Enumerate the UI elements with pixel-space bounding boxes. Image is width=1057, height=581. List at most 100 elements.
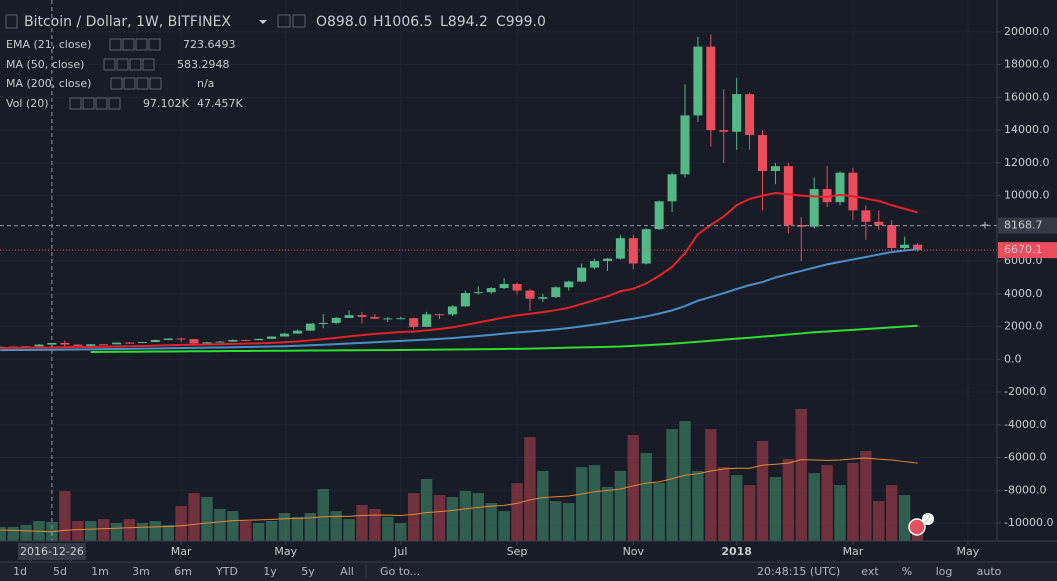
option-button[interactable]: ext xyxy=(861,565,879,578)
volume-bar xyxy=(653,483,665,541)
indicator-icon[interactable] xyxy=(129,58,142,71)
indicator-icon[interactable] xyxy=(109,38,122,51)
candle-body xyxy=(822,189,832,203)
volume-bar xyxy=(692,470,704,541)
volume-bar xyxy=(834,485,846,541)
indicator-icon[interactable] xyxy=(122,38,135,51)
collapse-icon[interactable] xyxy=(5,14,18,29)
volume-bar xyxy=(433,495,446,541)
time-axis-panel xyxy=(0,541,1057,562)
range-button[interactable]: 1d xyxy=(13,565,27,578)
indicator-icon[interactable] xyxy=(136,77,149,90)
volume-bar xyxy=(240,521,252,541)
volume-bar xyxy=(252,522,265,541)
indicator-icon[interactable] xyxy=(95,97,108,110)
indicator-icon[interactable] xyxy=(69,97,82,110)
candle-body xyxy=(86,344,96,346)
y-tick-label: -6000.0 xyxy=(1004,451,1046,464)
candle-body xyxy=(163,338,173,340)
volume-bar xyxy=(563,503,575,541)
y-tick-label: 4000.0 xyxy=(1004,287,1043,300)
option-button[interactable]: log xyxy=(936,565,953,578)
candle-body xyxy=(628,238,638,264)
range-button[interactable]: All xyxy=(340,565,354,578)
dropdown-arrow[interactable] xyxy=(259,20,267,24)
indicator-name[interactable]: MA (200, close) xyxy=(6,77,91,90)
volume-bar xyxy=(97,519,110,541)
volume-bar xyxy=(72,521,84,541)
candle-body xyxy=(783,166,793,226)
candle-body xyxy=(189,339,199,344)
candle-body xyxy=(770,166,780,172)
volume-bar xyxy=(304,513,317,541)
indicator-icon[interactable] xyxy=(142,58,155,71)
volume-bar xyxy=(898,495,911,541)
indicator-icon[interactable] xyxy=(123,77,136,90)
icon-settings[interactable] xyxy=(277,14,291,28)
volume-bar xyxy=(873,501,885,541)
candle-body xyxy=(396,318,406,320)
range-button[interactable]: 1m xyxy=(91,565,109,578)
indicator-value: 723.6493 xyxy=(183,38,236,51)
volume-bar xyxy=(588,465,601,541)
candle-body xyxy=(758,135,768,172)
symbol-title[interactable]: Bitcoin / Dollar, 1W, BITFINEX xyxy=(24,14,231,30)
volume-bar xyxy=(666,429,678,541)
candle-body xyxy=(460,293,470,307)
alert-icon[interactable] xyxy=(908,518,926,536)
candle-body xyxy=(719,130,729,132)
y-tick-label: 18000.0 xyxy=(1004,58,1050,71)
range-button[interactable]: 5d xyxy=(53,565,67,578)
candle-body xyxy=(473,292,483,294)
volume-bar xyxy=(847,462,859,541)
volume-bar xyxy=(860,450,872,541)
volume-bar xyxy=(330,511,342,541)
candle-body xyxy=(331,317,341,323)
candle-body xyxy=(409,318,419,327)
x-tick-label: Jul xyxy=(393,545,407,558)
indicator-icon[interactable] xyxy=(116,58,129,71)
volume-bar xyxy=(84,521,97,541)
crosshair-price-label: 8168.7 xyxy=(1004,219,1043,232)
indicator-name[interactable]: MA (50, close) xyxy=(6,58,84,71)
time-axis: Mar May Jul Sep Nov 2018 Mar May 2016-12-26 xyxy=(17,541,980,560)
indicator-icon[interactable] xyxy=(149,77,162,90)
y-tick-label: 14000.0 xyxy=(1004,123,1050,136)
range-button[interactable]: 5y xyxy=(301,565,315,578)
volume-bar xyxy=(227,511,239,541)
candle-body xyxy=(835,172,845,203)
volume-bar xyxy=(407,493,420,541)
candle-body xyxy=(279,333,289,337)
option-button[interactable]: auto xyxy=(977,565,1002,578)
goto-button[interactable]: Go to... xyxy=(380,565,420,578)
range-button[interactable]: 3m xyxy=(132,565,150,578)
indicator-icon[interactable] xyxy=(110,77,123,90)
range-button[interactable]: YTD xyxy=(215,565,238,578)
candle-body xyxy=(357,315,367,317)
candle-body xyxy=(34,344,44,347)
x-tick-label: 2018 xyxy=(721,545,752,558)
range-button[interactable]: 1y xyxy=(263,565,277,578)
y-tick-label: -10000.0 xyxy=(1004,516,1053,529)
icon-hide[interactable] xyxy=(292,14,306,28)
volume-bar xyxy=(0,526,6,541)
indicator-line xyxy=(0,248,918,352)
volume-bar xyxy=(614,470,627,541)
indicator-name[interactable]: EMA (21, close) xyxy=(6,38,91,51)
indicator-icon[interactable] xyxy=(135,38,148,51)
indicator-icon[interactable] xyxy=(148,38,161,51)
range-button[interactable]: 6m xyxy=(174,565,192,578)
indicator-icon[interactable] xyxy=(82,97,95,110)
option-button[interactable]: % xyxy=(902,565,912,578)
indicator-line xyxy=(0,191,918,350)
plus-button[interactable]: + xyxy=(980,219,989,232)
indicator-icon[interactable] xyxy=(108,97,121,110)
indicator-name[interactable]: Vol (20) xyxy=(6,97,49,110)
volume-bar xyxy=(705,429,717,541)
indicator-icon[interactable] xyxy=(103,58,116,71)
volume-bar xyxy=(175,505,187,541)
candle-body xyxy=(112,342,122,345)
volume-bar xyxy=(550,501,562,541)
